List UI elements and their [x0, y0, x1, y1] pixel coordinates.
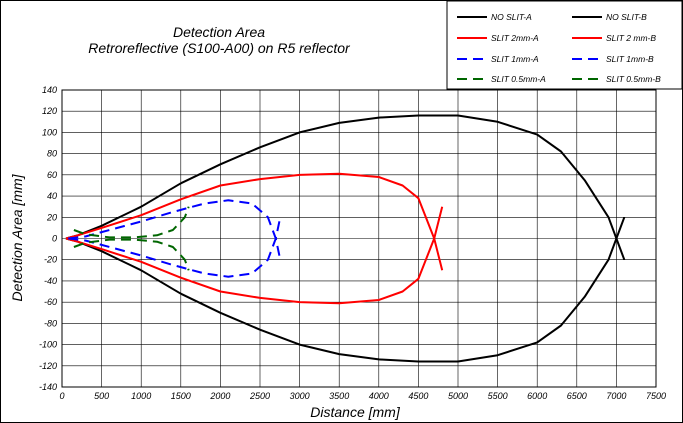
x-tick-label: 7500	[646, 391, 666, 401]
x-tick-label: 0	[59, 391, 64, 401]
x-tick-label: 7000	[606, 391, 626, 401]
legend-label-no-slit-b: NO SLIT-B	[606, 12, 647, 22]
y-tick-label: 120	[42, 106, 57, 116]
legend-label-slit-0-5mm-a: SLIT 0.5mm-A	[491, 74, 546, 84]
x-tick-label: 2500	[249, 391, 270, 401]
series-line-slit-1mm-b	[68, 219, 281, 278]
y-tick-label: 140	[42, 85, 57, 95]
x-tick-label: 1500	[171, 391, 191, 401]
y-tick-label: -100	[39, 340, 57, 350]
x-tick-label: 4000	[369, 391, 389, 401]
legend-box	[446, 0, 683, 90]
legend-label-slit-1mm-b: SLIT 1mm-B	[606, 54, 654, 64]
legend: NO SLIT-A NO SLIT-B SLIT 2mm-A SLIT 2 mm-B S…	[457, 12, 661, 84]
series-line-slit-1mm-a	[68, 199, 281, 258]
series-line-slit-0-5mm-b	[73, 238, 190, 271]
legend-label-slit-1mm-a: SLIT 1mm-A	[491, 54, 539, 64]
chart-title: Detection Area	[173, 24, 265, 40]
chart-subtitle: Retroreflective (S100-A00) on R5 reflect…	[88, 40, 351, 56]
y-tick-label: 40	[47, 191, 57, 201]
series-lines	[65, 114, 626, 363]
series-line-slit-2-mm-b	[65, 206, 444, 305]
x-tick-label: 3500	[329, 391, 349, 401]
y-tick-label: -80	[44, 318, 57, 328]
series-line-slit-0-5mm-a	[73, 206, 190, 239]
legend-label-slit-2mm-a: SLIT 2mm-A	[491, 33, 539, 43]
x-tick-labels: 0 500 1000 1500 2000 2500 3000 3500 4000 4500 5000…	[59, 391, 666, 401]
x-tick-label: 1000	[131, 391, 151, 401]
y-tick-label: 0	[52, 234, 57, 244]
y-tick-label: -140	[39, 382, 57, 392]
y-tick-label: -40	[44, 276, 57, 286]
y-tick-label: -60	[44, 297, 57, 307]
series-line-no-slit-a	[65, 114, 626, 261]
grid-lines	[62, 90, 656, 387]
x-axis-label: Distance [mm]	[310, 404, 401, 420]
x-tick-label: 2000	[209, 391, 230, 401]
x-tick-label: 4500	[408, 391, 428, 401]
x-tick-label: 6500	[567, 391, 587, 401]
y-tick-labels: -140 -120 -100 -80 -60 -40 -20 0 20 40 60 80 100 120 1…	[39, 85, 57, 392]
y-tick-label: 60	[47, 170, 57, 180]
y-tick-label: -120	[39, 361, 57, 371]
legend-label-no-slit-a: NO SLIT-A	[491, 12, 532, 22]
x-tick-label: 5500	[488, 391, 508, 401]
y-tick-label: -20	[44, 255, 57, 265]
y-tick-label: 20	[46, 212, 57, 222]
series-line-slit-2mm-a	[65, 172, 444, 271]
x-tick-label: 500	[94, 391, 109, 401]
x-tick-label: 6000	[527, 391, 547, 401]
series-line-no-slit-b	[65, 216, 626, 363]
x-tick-label: 5000	[448, 391, 468, 401]
legend-label-slit-2-mm-b: SLIT 2 mm-B	[606, 33, 656, 43]
legend-label-slit-0-5mm-b: SLIT 0.5mm-B	[606, 74, 661, 84]
x-tick-label: 3000	[290, 391, 310, 401]
y-tick-label: 80	[47, 149, 57, 159]
y-tick-label: 100	[42, 127, 57, 137]
y-axis-label: Detection Area [mm]	[9, 173, 25, 301]
